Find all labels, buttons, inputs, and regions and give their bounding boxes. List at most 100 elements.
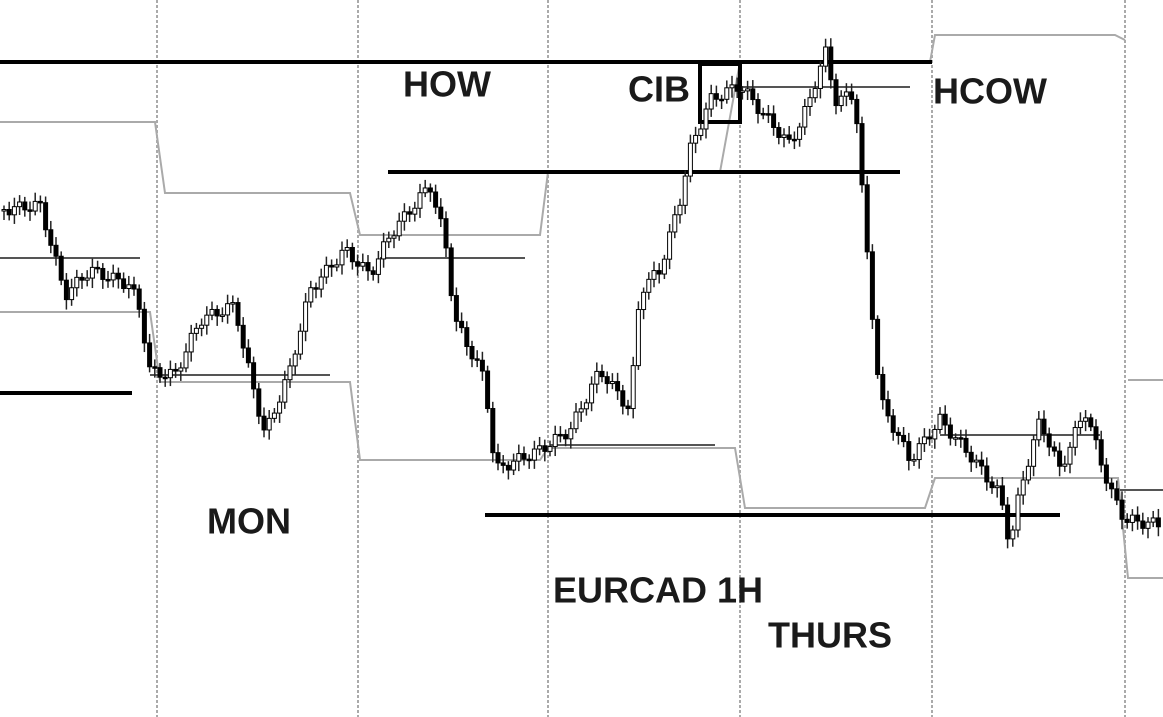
candle-body <box>869 251 875 320</box>
candle-body <box>713 93 719 100</box>
candle-body <box>1103 464 1109 484</box>
candle-body <box>516 453 522 462</box>
candle-body <box>375 258 381 275</box>
candle-body <box>303 301 309 332</box>
candle-body <box>261 415 267 431</box>
candle-body <box>511 460 517 471</box>
candle-body <box>604 376 610 385</box>
candle-body <box>635 309 641 367</box>
candle-body <box>973 459 979 463</box>
candle-body <box>734 84 740 92</box>
candle-body <box>599 370 605 378</box>
candle-body <box>422 187 428 194</box>
candle-body <box>786 134 792 140</box>
candle-body <box>677 204 683 216</box>
candle-body <box>656 270 662 275</box>
candle-body <box>557 433 563 437</box>
candle-body <box>256 388 262 417</box>
candle-body <box>843 91 849 97</box>
candle-body <box>568 428 574 440</box>
candle-body <box>1031 439 1037 467</box>
candle-body <box>989 481 995 489</box>
candle-body <box>885 399 891 417</box>
candle-body <box>927 436 933 440</box>
candle-body <box>578 408 584 413</box>
candle-body <box>349 247 355 263</box>
candle-body <box>479 359 485 372</box>
candle-body <box>490 408 496 454</box>
candle-body <box>646 278 652 293</box>
candle-body <box>43 202 49 231</box>
candle-body <box>505 464 511 471</box>
candle-body <box>230 302 236 305</box>
candle-body <box>760 112 766 116</box>
candle-body <box>1135 514 1141 522</box>
candle-body <box>859 123 865 186</box>
candle-body <box>1057 450 1063 467</box>
low-step <box>0 311 1163 579</box>
candle-body <box>812 87 818 99</box>
candle-body <box>719 98 725 102</box>
candle-body <box>1051 446 1057 452</box>
candle-body <box>521 453 527 460</box>
candle-body <box>313 287 319 290</box>
candle-body <box>6 209 12 216</box>
candle-body <box>329 264 335 268</box>
candle-body <box>381 241 387 260</box>
candle-body <box>323 264 329 278</box>
candle-body <box>890 415 896 433</box>
candle-body <box>355 261 361 267</box>
candle-body <box>453 295 459 322</box>
annotation: HCOW <box>933 71 1047 112</box>
candle-body <box>235 302 241 326</box>
candle-body <box>1109 482 1115 490</box>
candle-body <box>344 247 350 251</box>
candle-body <box>594 370 600 385</box>
candle-body <box>703 108 709 130</box>
candle-body <box>271 412 277 419</box>
candle-body <box>573 411 579 430</box>
candle-body <box>95 266 101 270</box>
candle-body <box>864 184 870 253</box>
candle-body <box>880 373 886 401</box>
candle-body <box>745 88 751 92</box>
candle-body <box>89 266 95 279</box>
candle-body <box>1093 426 1099 441</box>
candle-body <box>693 134 699 144</box>
candle-body <box>318 276 324 290</box>
candle-body <box>370 270 376 275</box>
candle-body <box>802 106 808 128</box>
candle-body <box>266 417 272 431</box>
candle-body <box>921 436 927 445</box>
candle-body <box>672 214 678 233</box>
candle-body <box>500 462 506 466</box>
candle-body <box>245 347 251 364</box>
candle-body <box>360 262 366 267</box>
candle-body <box>911 459 917 462</box>
candle-body <box>901 434 907 443</box>
candle-body <box>219 314 225 317</box>
candle-body <box>17 201 23 208</box>
candle-body <box>287 365 293 381</box>
candle-body <box>791 138 797 142</box>
candle-body <box>531 448 537 461</box>
candle-body <box>963 437 969 453</box>
candle-body <box>173 368 179 372</box>
candle-body <box>765 113 771 116</box>
candle-body <box>916 443 922 461</box>
candle-body <box>1098 439 1104 466</box>
candle-body <box>485 370 491 410</box>
candle-body <box>615 381 621 392</box>
candle-body <box>48 229 54 246</box>
candle-body <box>209 308 215 316</box>
candle-body <box>141 308 147 344</box>
candle-body <box>698 128 704 136</box>
candle-body <box>661 258 667 275</box>
candle-body <box>979 459 985 467</box>
candle-body <box>1067 446 1073 465</box>
candle-body <box>100 267 106 280</box>
candle-body <box>240 324 246 349</box>
candle-body <box>937 413 943 430</box>
candle-body <box>469 345 475 360</box>
